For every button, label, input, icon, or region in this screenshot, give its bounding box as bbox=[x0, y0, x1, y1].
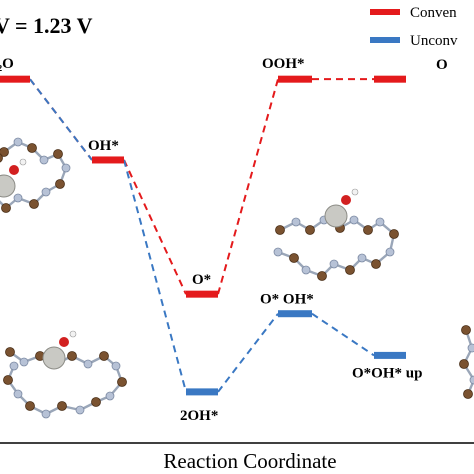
structure-inset-ooh-atom-10 bbox=[371, 259, 381, 269]
level-bar-conven-0 bbox=[0, 75, 30, 83]
structure-inset-2oh-atom-15 bbox=[13, 389, 23, 399]
structure-inset-ooh-atom-15 bbox=[301, 265, 311, 275]
connector-unconv-2 bbox=[217, 313, 279, 393]
structure-inset-2oh-atom-13 bbox=[41, 409, 51, 419]
connector-conven-1 bbox=[123, 159, 187, 295]
structure-inset-ooh-hydrogen-atom bbox=[351, 188, 359, 196]
level-bar-conven-4 bbox=[374, 75, 406, 83]
structure-inset-h2o bbox=[0, 137, 71, 213]
x-axis-label: Reaction Coordinate bbox=[163, 449, 336, 473]
structure-inset-h2o-atom-1 bbox=[13, 137, 23, 147]
structure-inset-h2o-atom-7 bbox=[41, 187, 51, 197]
step-label-unconv-3: O* OH* bbox=[260, 292, 314, 308]
chart-title: V = 1.23 V bbox=[0, 13, 93, 38]
structure-inset-h2o-atom-6 bbox=[55, 179, 65, 189]
structure-inset-h2o-metal-atom bbox=[0, 174, 16, 198]
structure-inset-ooh-atom-5 bbox=[349, 215, 359, 225]
structure-inset-2oh-atom-14 bbox=[25, 401, 35, 411]
structure-inset-ooh bbox=[273, 188, 399, 281]
structure-inset-2oh-atom-12 bbox=[57, 401, 67, 411]
structure-inset-2oh-atom-0 bbox=[5, 347, 15, 357]
structure-inset-ooh-atom-7 bbox=[375, 217, 385, 227]
structure-inset-right bbox=[459, 325, 474, 399]
structure-inset-2oh-atom-11 bbox=[75, 405, 85, 415]
structure-inset-2oh-atom-9 bbox=[105, 391, 115, 401]
structure-inset-2oh-metal-atom bbox=[42, 346, 66, 370]
structure-inset-h2o-hydrogen-atom bbox=[19, 158, 27, 166]
structure-inset-ooh-atom-13 bbox=[329, 259, 339, 269]
structure-inset-ooh-atom-16 bbox=[289, 253, 299, 263]
energy-levels bbox=[0, 75, 406, 396]
level-bar-conven-3 bbox=[278, 75, 312, 83]
level-bar-unconv-2 bbox=[186, 388, 218, 396]
molecular-structure-insets bbox=[0, 137, 474, 419]
legend-label-unconv: Unconv bbox=[410, 33, 458, 49]
structure-inset-ooh-atom-1 bbox=[291, 217, 301, 227]
level-bar-unconv-4 bbox=[374, 351, 406, 359]
structure-inset-h2o-atom-10 bbox=[1, 203, 11, 213]
step-label-unconv-4: O*OH* up bbox=[352, 365, 422, 381]
structure-inset-h2o-atom-5 bbox=[61, 163, 71, 173]
step-label-conven-4: O bbox=[436, 57, 448, 73]
structure-inset-h2o-atom-14 bbox=[0, 153, 3, 163]
structure-inset-2oh-atom-5 bbox=[83, 359, 93, 369]
structure-inset-2oh-atom-4 bbox=[67, 351, 77, 361]
structure-inset-h2o-atom-9 bbox=[13, 193, 23, 203]
connector-unconv-0 bbox=[29, 78, 93, 161]
level-bar-unconv-3 bbox=[278, 310, 312, 318]
structure-inset-ooh-atom-8 bbox=[389, 229, 399, 239]
structure-inset-2oh bbox=[3, 330, 127, 419]
structure-inset-h2o-atom-2 bbox=[27, 143, 37, 153]
structure-inset-2oh-oxygen-atom bbox=[59, 337, 69, 347]
structure-inset-ooh-atom-14 bbox=[317, 271, 327, 281]
structure-inset-h2o-atom-0 bbox=[0, 147, 9, 157]
structure-inset-2oh-hydrogen-atom bbox=[69, 330, 77, 338]
structure-inset-h2o-atom-3 bbox=[39, 155, 49, 165]
level-bar-conven-1 bbox=[92, 156, 124, 164]
structure-inset-right-atom-4 bbox=[463, 389, 473, 399]
structure-inset-right-atom-2 bbox=[459, 359, 469, 369]
structure-inset-2oh-atom-16 bbox=[3, 375, 13, 385]
structure-inset-ooh-atom-11 bbox=[357, 253, 367, 263]
step-label-conven-3: OOH* bbox=[262, 56, 305, 72]
structure-inset-2oh-atom-8 bbox=[117, 377, 127, 387]
level-bar-conven-2 bbox=[186, 290, 218, 298]
structure-inset-ooh-atom-6 bbox=[363, 225, 373, 235]
structure-inset-ooh-atom-2 bbox=[305, 225, 315, 235]
step-labels: H₂O OH* O* OOH* O 2OH* O* OH* O*OH* up bbox=[0, 56, 448, 424]
structure-inset-ooh-atom-0 bbox=[275, 225, 285, 235]
step-label-unconv-2: 2OH* bbox=[180, 408, 218, 424]
structure-inset-2oh-atom-6 bbox=[99, 351, 109, 361]
structure-inset-ooh-atom-12 bbox=[345, 265, 355, 275]
structure-inset-h2o-atom-4 bbox=[53, 149, 63, 159]
legend-swatch-conven bbox=[370, 9, 400, 15]
legend-label-conven: Conven bbox=[410, 5, 457, 21]
step-label-conven-0: H₂O bbox=[0, 56, 14, 72]
structure-inset-right-atom-0 bbox=[461, 325, 471, 335]
structure-inset-right-atom-3 bbox=[469, 375, 474, 385]
connector-unconv-1 bbox=[123, 159, 187, 393]
structure-inset-ooh-atom-17 bbox=[273, 247, 283, 257]
structure-inset-2oh-atom-1 bbox=[19, 357, 29, 367]
structure-inset-h2o-oxygen-atom bbox=[9, 165, 19, 175]
legend: Conven Unconv bbox=[370, 5, 458, 49]
structure-inset-ooh-atom-9 bbox=[385, 247, 395, 257]
connector-lines bbox=[29, 78, 375, 393]
structure-inset-h2o-atom-8 bbox=[29, 199, 39, 209]
structure-inset-2oh-atom-7 bbox=[111, 361, 121, 371]
structure-inset-right-atom-1 bbox=[467, 343, 474, 353]
structure-inset-ooh-metal-atom bbox=[324, 204, 348, 228]
connector-unconv-3 bbox=[311, 312, 375, 357]
step-label-conven-2: O* bbox=[192, 272, 211, 288]
legend-swatch-unconv bbox=[370, 37, 400, 43]
step-label-conven-1: OH* bbox=[88, 138, 119, 154]
structure-inset-2oh-atom-10 bbox=[91, 397, 101, 407]
structure-inset-2oh-atom-17 bbox=[9, 361, 19, 371]
structure-inset-ooh-oxygen-atom bbox=[341, 195, 351, 205]
connector-conven-2 bbox=[217, 78, 279, 295]
